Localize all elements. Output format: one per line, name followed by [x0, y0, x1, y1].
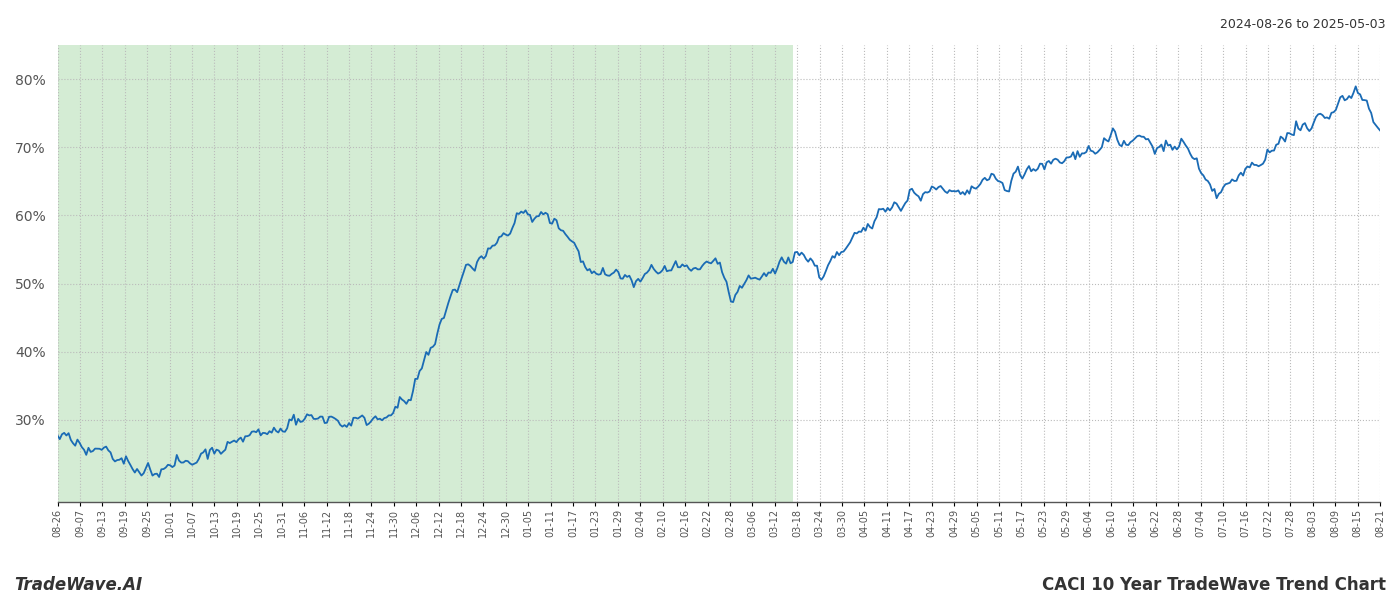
Bar	[57, 45, 792, 502]
Text: CACI 10 Year TradeWave Trend Chart: CACI 10 Year TradeWave Trend Chart	[1042, 576, 1386, 594]
Text: TradeWave.AI: TradeWave.AI	[14, 576, 143, 594]
Text: 2024-08-26 to 2025-05-03: 2024-08-26 to 2025-05-03	[1221, 18, 1386, 31]
